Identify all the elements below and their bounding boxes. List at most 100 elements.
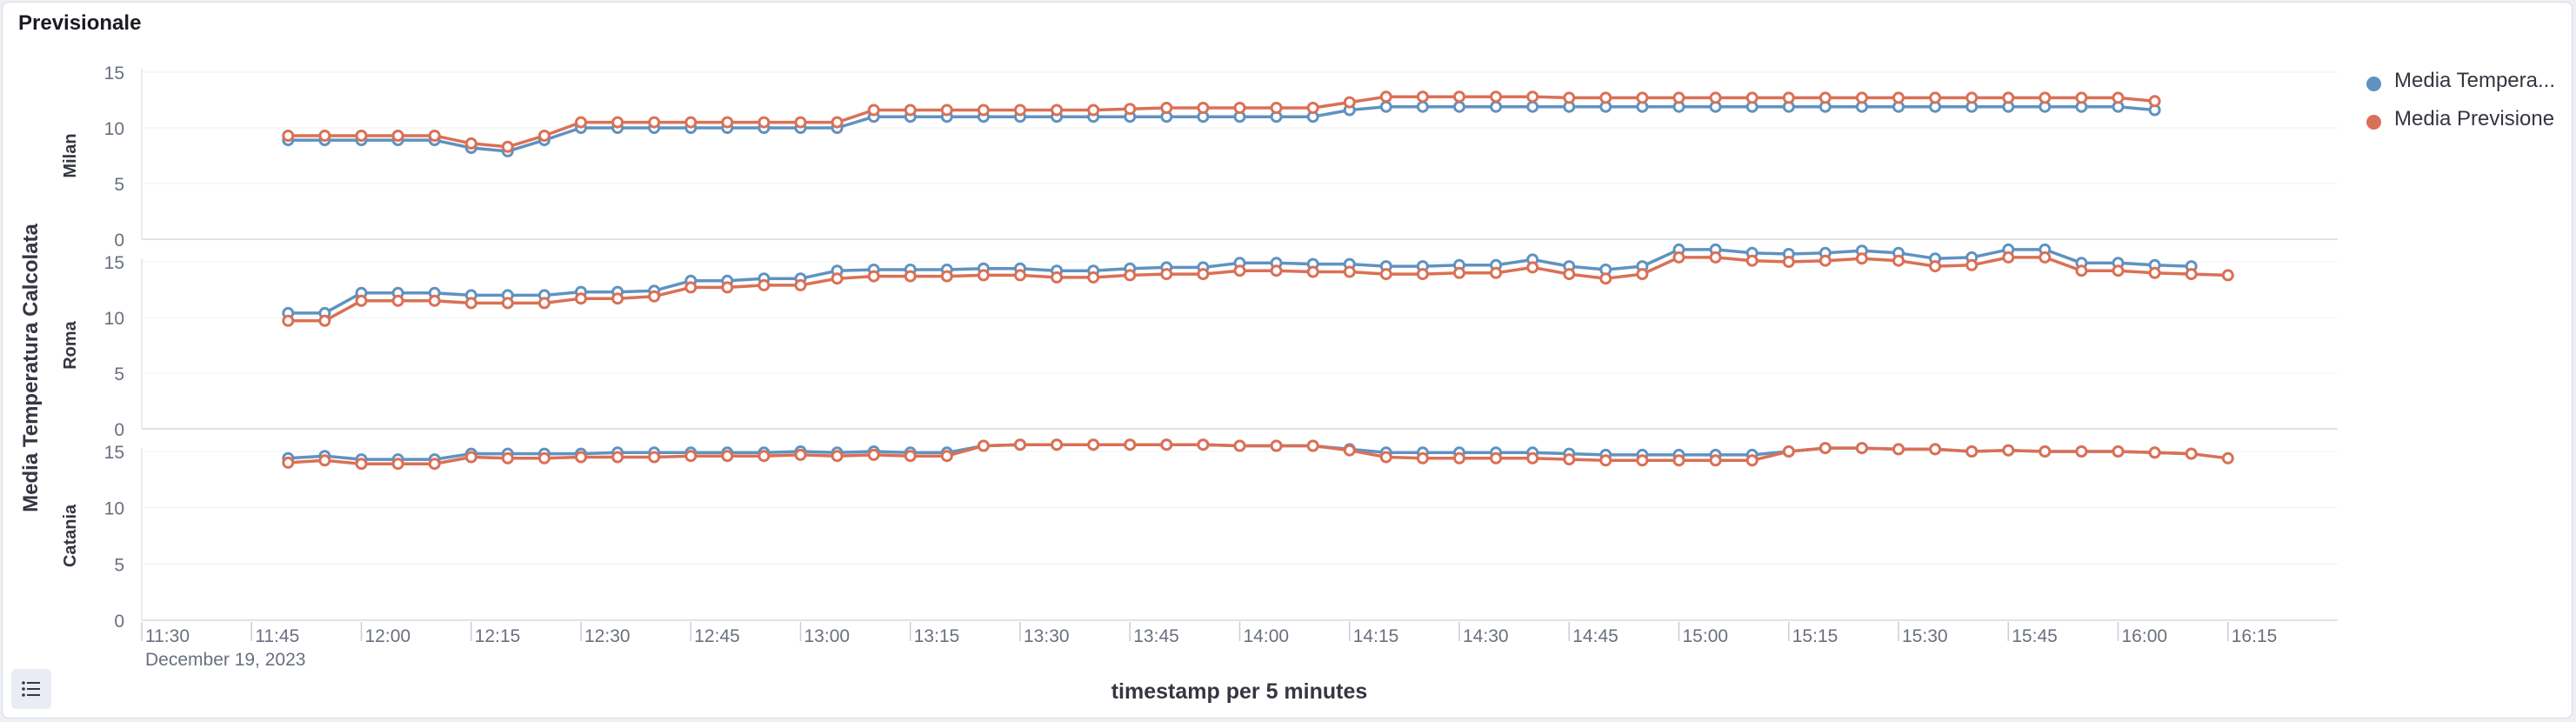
data-point [904,104,917,117]
data-point [575,451,587,464]
data-point [721,450,734,463]
data-point [977,439,990,452]
data-point [1087,438,1100,451]
x-tick-label: 12:30 [584,626,631,646]
y-tick-label: 15 [104,443,124,463]
data-point [1379,90,1392,104]
data-point [1526,100,1539,113]
data-point [1270,102,1283,114]
x-tick-label: 13:15 [914,626,960,646]
y-tick-label: 5 [114,555,124,575]
data-point [2039,251,2052,264]
data-point [611,116,624,129]
data-point [2039,445,2052,458]
data-point [757,450,771,463]
data-point [501,451,514,465]
x-tick-label: 15:30 [1902,626,1948,646]
data-point [648,116,661,129]
data-point [1379,451,1392,464]
data-point [2002,444,2015,457]
data-point [1599,454,1612,467]
data-point [794,278,807,291]
data-point [684,116,697,129]
data-point [464,137,477,150]
data-point [794,448,807,461]
data-point [464,451,477,464]
data-point [1197,268,1210,281]
data-point [391,458,404,471]
data-point [684,281,697,294]
data-point [1233,439,1246,452]
series-line-milan-0 [288,104,2155,153]
x-tick-label: 15:00 [1683,626,1729,646]
data-point [721,281,734,294]
data-point [428,294,441,307]
x-tick-label: 13:00 [804,626,851,646]
data-point [1124,269,1137,282]
data-point [1416,100,1429,113]
data-point [1233,264,1246,277]
x-tick-label: 14:45 [1572,626,1618,646]
data-point [1160,268,1173,281]
y-tick-label: 10 [104,119,124,139]
data-point [940,450,953,463]
data-point [1490,451,1503,465]
data-point [1709,251,1722,264]
panel-title: Previsionale [18,11,142,35]
data-point [1160,102,1173,114]
panel-label-roma: Roma [61,320,80,369]
data-point [575,116,587,129]
data-point [1014,438,1026,451]
data-point [831,116,844,129]
data-point [1965,445,1979,458]
data-point [2112,264,2125,277]
data-point [1526,261,1539,274]
data-point [1745,91,1758,104]
data-point [318,314,331,327]
series-line-catania-1 [288,443,2229,465]
data-point [1892,443,1905,456]
data-point [1929,443,1942,456]
data-point [1563,453,1576,466]
x-tick-label: 12:00 [365,626,411,646]
data-point [1343,265,1356,278]
data-point [1453,451,1465,465]
data-point [1014,269,1026,282]
data-point [1819,442,1832,455]
data-point [1672,91,1685,104]
y-tick-label: 15 [104,64,124,84]
data-point [940,270,953,283]
data-point [2075,445,2088,458]
data-point [1087,104,1100,117]
data-point [1709,91,1722,104]
data-point [1051,271,1064,284]
data-point [867,270,880,283]
data-point [1233,102,1246,114]
data-point [1965,91,1979,104]
data-point [318,130,331,142]
data-point [1051,104,1064,117]
data-point [282,130,295,142]
data-point [1526,90,1539,104]
data-point [2148,95,2161,108]
data-point [1490,90,1503,104]
data-point [355,130,368,142]
data-point [1160,438,1173,451]
data-point [831,450,844,463]
data-point [1526,451,1539,465]
data-point [355,458,368,471]
data-point [2221,451,2234,465]
data-point [831,272,844,285]
y-axis-title: Media Temperatura Calcolata [19,224,43,512]
data-point [1672,251,1685,264]
data-point [757,116,771,129]
legend-toggle-button[interactable] [11,669,51,709]
x-date-label: December 19, 2023 [145,650,305,670]
data-point [537,451,551,465]
data-point [794,116,807,129]
data-point [1306,439,1319,452]
y-tick-label: 10 [104,309,124,329]
data-point [1087,271,1100,284]
data-point [1051,438,1064,451]
